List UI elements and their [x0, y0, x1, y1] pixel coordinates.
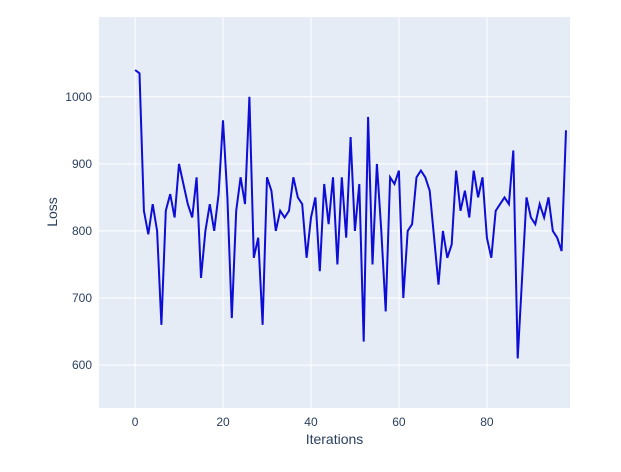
- x-axis-title: Iterations: [305, 431, 364, 447]
- plot-area: [99, 17, 570, 408]
- x-tick-label: 80: [480, 415, 494, 429]
- x-tick-label: 0: [131, 415, 139, 429]
- x-tick-label: 20: [216, 415, 230, 429]
- x-tick-label: 60: [392, 415, 406, 429]
- y-tick-label: 800: [71, 223, 92, 238]
- y-tick-label: 700: [71, 291, 92, 305]
- y-tick-label: 600: [71, 358, 92, 373]
- loss-curve-canvas: [99, 17, 570, 408]
- y-tick-label: 1000: [65, 89, 92, 104]
- x-tick-label: 40: [304, 415, 318, 429]
- y-tick-label: 900: [71, 156, 92, 171]
- y-axis-title: Loss: [44, 197, 60, 227]
- loss-line: [134, 69, 567, 359]
